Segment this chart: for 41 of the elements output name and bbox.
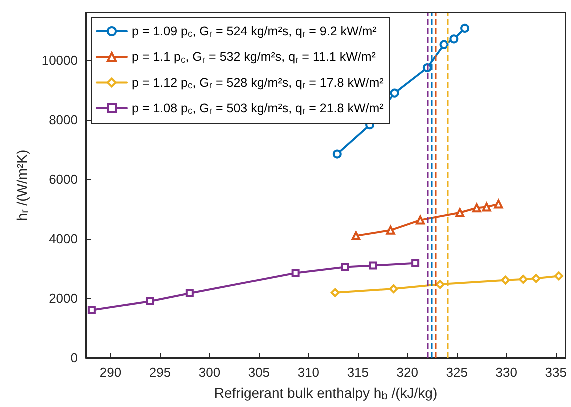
point [460, 24, 470, 33]
point [341, 263, 350, 272]
x-tick-label: 335 [545, 365, 567, 380]
y-tick-label: 6000 [49, 172, 78, 188]
point [440, 40, 449, 50]
point [88, 306, 96, 314]
point [369, 262, 378, 270]
point [292, 269, 300, 278]
x-tick-label: 300 [198, 365, 221, 380]
point [501, 276, 510, 285]
x-tick-label: 315 [347, 365, 370, 380]
x-tick-label: 325 [446, 365, 468, 380]
point [518, 274, 528, 284]
point [456, 208, 465, 218]
point [554, 272, 564, 281]
point [386, 226, 396, 235]
x-tick-label: 330 [496, 365, 518, 380]
point [532, 274, 541, 284]
y-tick-label: 10000 [42, 53, 78, 68]
point [389, 284, 398, 294]
y-tick-label: 2000 [49, 291, 78, 306]
point [450, 34, 459, 44]
point [494, 200, 504, 209]
point [186, 289, 194, 298]
y-tick-label: 8000 [49, 112, 78, 128]
x-tick-label: 295 [149, 365, 172, 380]
point [416, 216, 426, 225]
x-tick-label: 305 [248, 365, 270, 380]
point [332, 150, 342, 159]
point [330, 288, 340, 298]
y-tick-label: 0 [70, 350, 78, 366]
point [146, 297, 154, 306]
point [390, 88, 400, 98]
x-tick-label: 310 [298, 365, 320, 380]
point [482, 202, 492, 212]
y-tick-label: 4000 [49, 232, 78, 247]
point [412, 259, 420, 268]
point [436, 280, 445, 290]
x-tick-label: 290 [100, 365, 122, 380]
y-axis-title: hr /(W/m²K) [14, 150, 32, 222]
x-tick-label: 320 [396, 365, 418, 380]
